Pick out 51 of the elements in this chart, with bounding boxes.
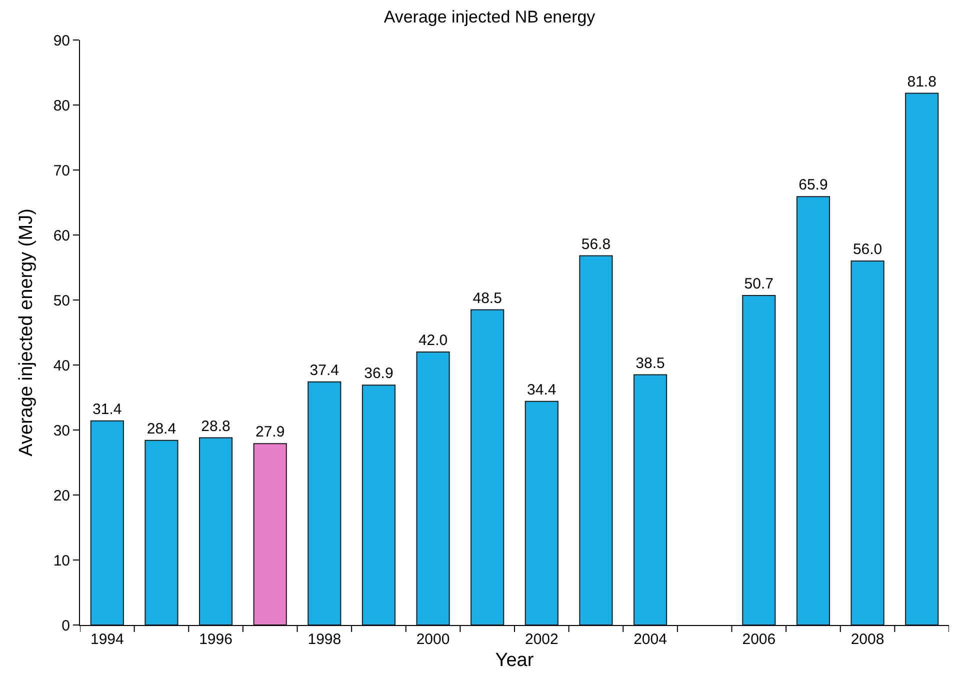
x-axis-title: Year	[495, 650, 534, 671]
bar	[850, 260, 884, 625]
data-label: 31.4	[92, 400, 122, 418]
data-label: 48.5	[472, 290, 502, 307]
bar	[796, 196, 830, 625]
bar	[90, 420, 124, 625]
y-tick-label: 50	[53, 292, 70, 310]
bar	[470, 309, 504, 625]
data-label: 65.9	[798, 176, 828, 194]
y-tick-label: 60	[53, 227, 70, 244]
x-tick-label: 2004	[634, 631, 667, 648]
y-tick-label: 70	[53, 162, 70, 180]
data-label: 42.0	[418, 332, 448, 349]
data-label: 37.4	[310, 362, 340, 379]
data-label: 28.8	[201, 418, 230, 435]
y-tick-label: 0	[62, 617, 70, 634]
y-tick-label: 10	[53, 552, 70, 570]
y-tick-label: 90	[53, 32, 70, 50]
y-tick-label: 20	[53, 487, 70, 504]
bar	[308, 381, 342, 625]
bar	[579, 255, 613, 625]
x-tick-label: 1998	[308, 631, 342, 648]
bar	[416, 352, 450, 625]
data-label: 56.0	[852, 241, 882, 258]
bar	[362, 384, 396, 625]
data-label: 56.8	[581, 236, 611, 253]
y-tick-label: 80	[53, 97, 70, 114]
y-axis-title: Average injected energy (MJ)	[16, 208, 38, 456]
bar	[144, 440, 178, 625]
y-tick-label: 30	[53, 422, 70, 440]
data-label: 50.7	[744, 275, 774, 292]
data-label: 38.5	[636, 354, 665, 372]
y-tick-label: 40	[53, 357, 70, 374]
bar	[253, 443, 287, 625]
data-label: 27.9	[255, 424, 285, 441]
x-tick-label: 2008	[850, 631, 884, 648]
data-label: 28.4	[146, 420, 176, 438]
bar	[524, 400, 558, 625]
x-tick-label: 2000	[416, 631, 450, 648]
x-tick-label: 2006	[742, 631, 776, 648]
bar	[198, 437, 233, 625]
chart-title: Average injected NB energy	[384, 7, 596, 26]
data-label: 34.4	[527, 381, 556, 398]
x-tick-label: 1996	[199, 631, 232, 648]
bar	[633, 374, 668, 625]
bar	[905, 92, 939, 625]
x-tick-label: 2002	[524, 631, 558, 648]
x-tick-label: 1994	[90, 631, 124, 648]
bar	[742, 294, 776, 625]
data-label: 36.9	[364, 365, 394, 382]
data-label: 81.8	[907, 73, 936, 90]
